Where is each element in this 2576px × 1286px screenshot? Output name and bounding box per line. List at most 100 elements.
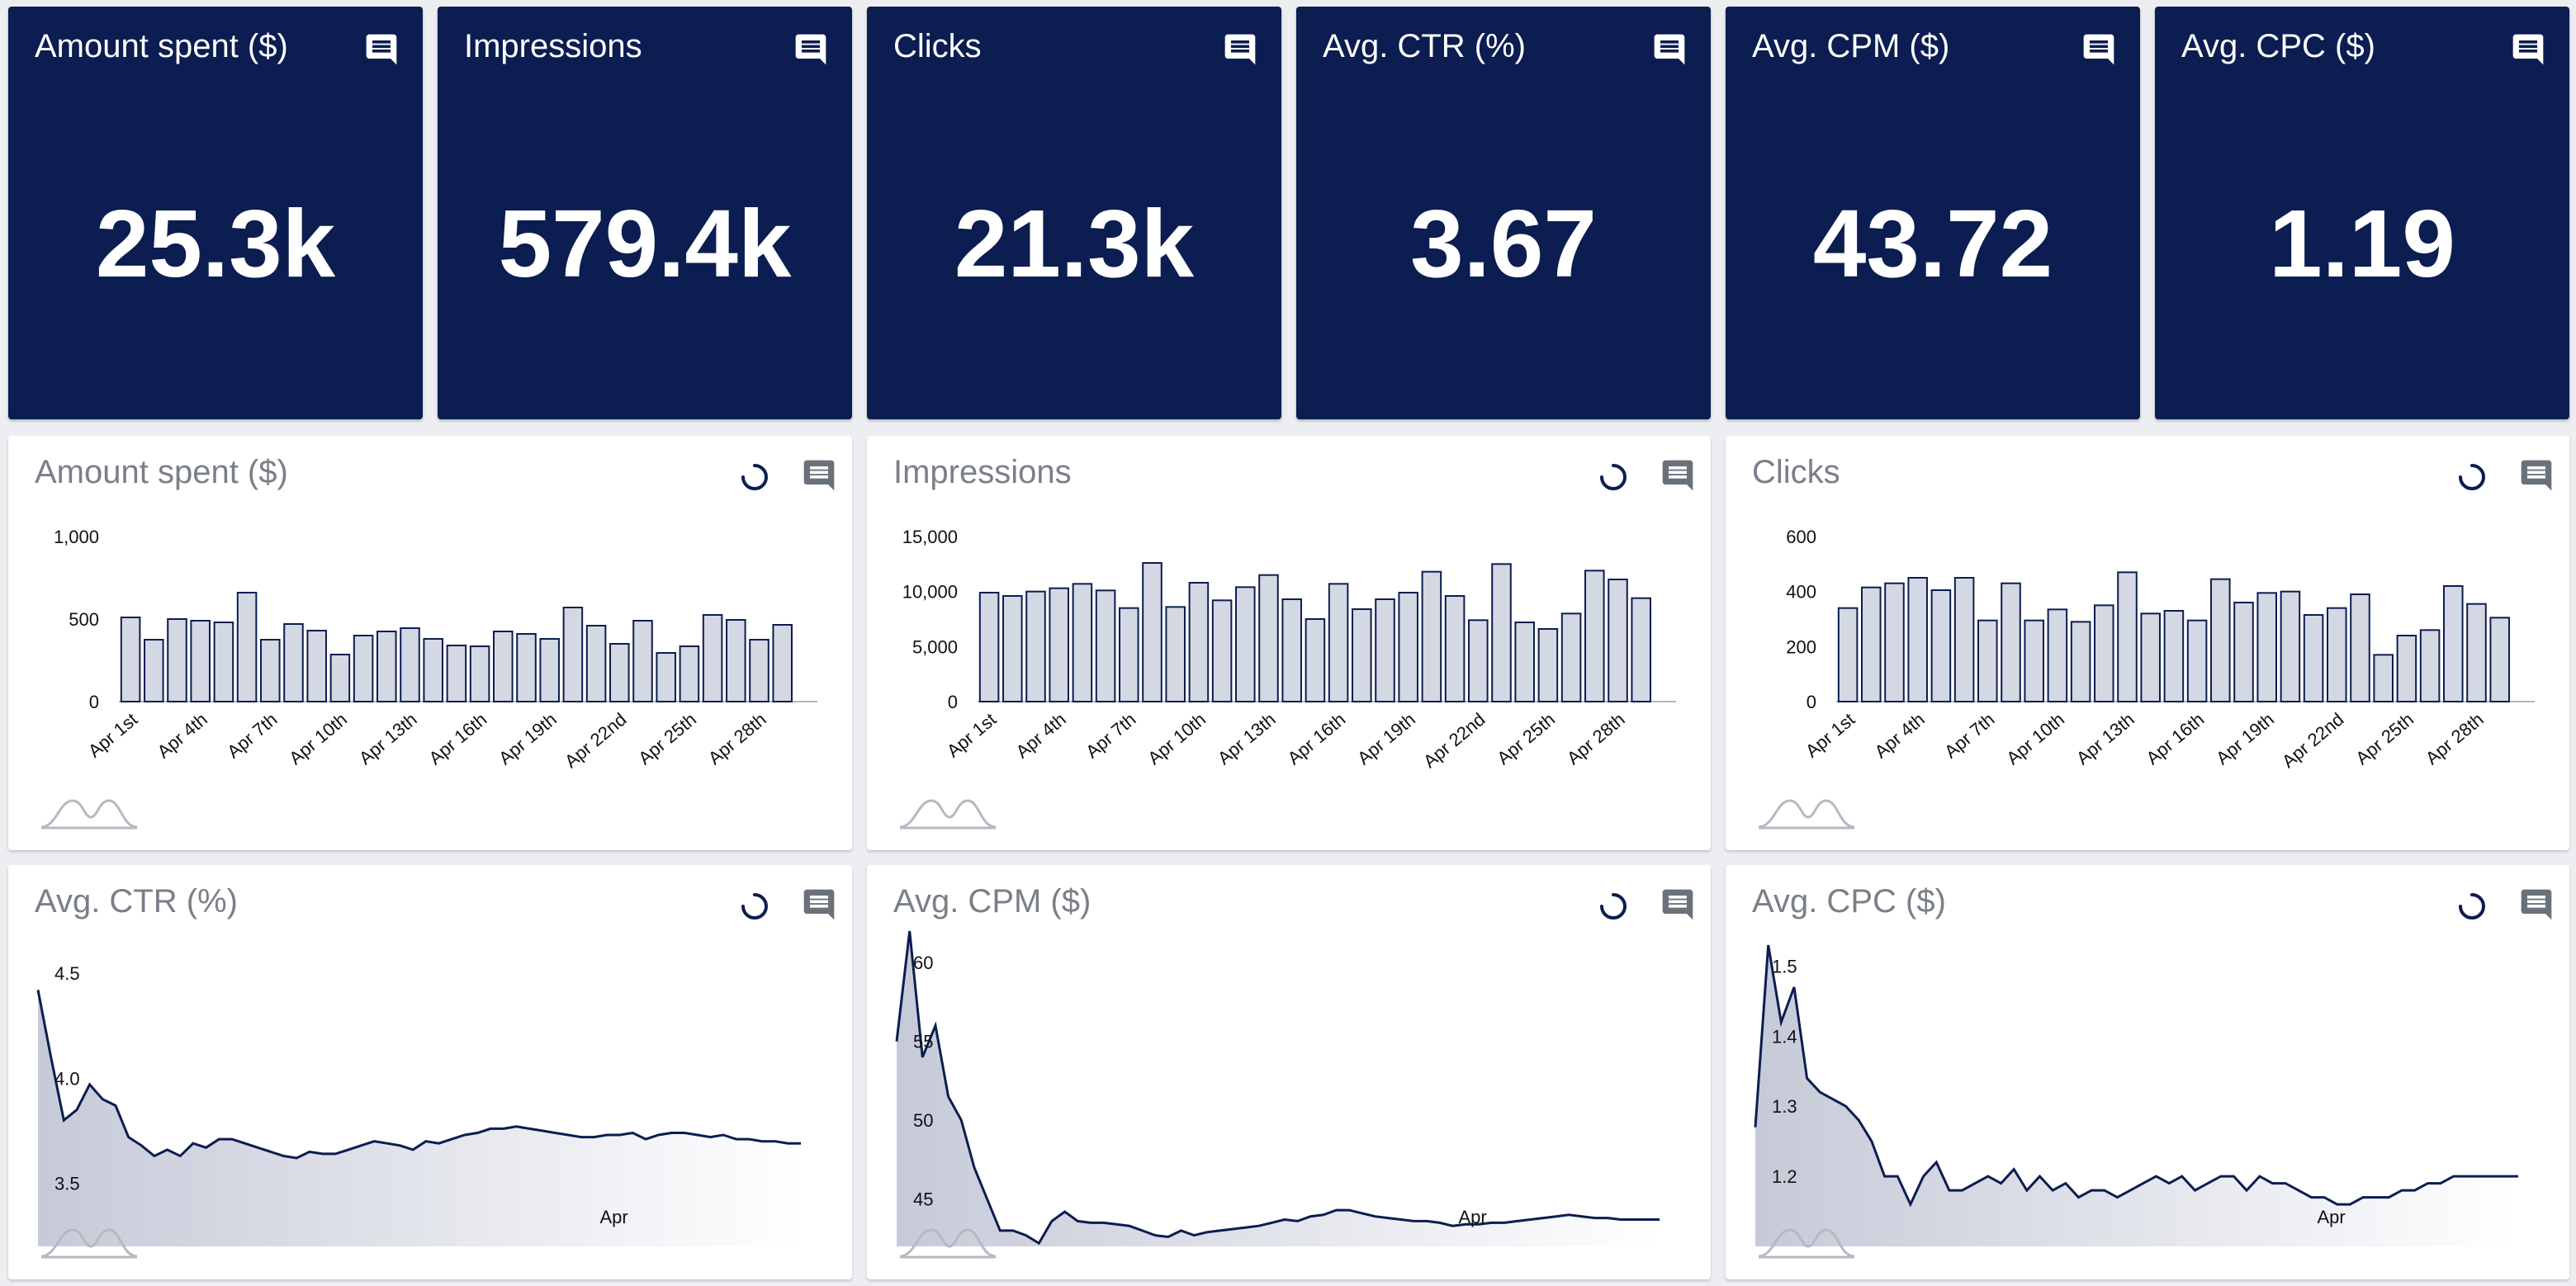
comment-icon[interactable] xyxy=(363,31,400,68)
comment-icon[interactable] xyxy=(1660,457,1696,494)
y-tick-label: 1.3 xyxy=(1772,1096,1797,1117)
kpi-tile-impressions: Impressions 579.4k xyxy=(438,7,852,419)
comment-icon[interactable] xyxy=(801,886,837,923)
bar xyxy=(562,607,584,702)
series-line xyxy=(895,930,1660,1246)
y-tick-label: 1.5 xyxy=(1772,956,1797,976)
bar xyxy=(1560,612,1582,702)
area-chart: 1.2 1.3 1.4 1.5 Apr xyxy=(1754,944,2518,1246)
bar xyxy=(469,645,490,702)
bar xyxy=(493,631,514,702)
bar xyxy=(2233,602,2254,702)
area-fill xyxy=(38,990,801,1246)
bar xyxy=(2047,608,2068,702)
y-tick-label: 600 xyxy=(1786,527,1816,547)
comment-icon[interactable] xyxy=(1660,886,1696,923)
bar xyxy=(516,633,537,702)
bar xyxy=(2466,603,2487,703)
loading-spinner-icon xyxy=(1600,893,1627,920)
comment-icon[interactable] xyxy=(1222,31,1258,68)
x-tick-label: Apr 7th xyxy=(223,709,281,763)
kpi-label: Impressions xyxy=(464,28,642,64)
kpi-value: 43.72 xyxy=(1812,190,2053,297)
bar xyxy=(2489,617,2510,702)
chart-title: Avg. CTR (%) xyxy=(35,883,238,920)
x-tick-label: Apr 25th xyxy=(2351,709,2417,769)
bar xyxy=(329,654,351,702)
bar xyxy=(1930,589,1952,702)
x-tick-label: Apr 13th xyxy=(1214,709,1280,769)
chart-type-icon xyxy=(40,1228,138,1259)
bar xyxy=(749,639,769,702)
bar xyxy=(260,639,281,702)
comment-icon[interactable] xyxy=(801,457,837,494)
bar xyxy=(1631,597,1651,703)
bar xyxy=(120,617,141,702)
y-tick-label: 50 xyxy=(913,1110,933,1131)
bar xyxy=(1258,574,1279,702)
kpi-value: 3.67 xyxy=(1410,190,1597,297)
bar xyxy=(306,630,327,702)
bar xyxy=(2094,604,2114,702)
comment-icon[interactable] xyxy=(2510,31,2546,68)
kpi-label: Avg. CPC ($) xyxy=(2181,28,2375,64)
comment-icon[interactable] xyxy=(1651,31,1688,68)
chart-title: Clicks xyxy=(1752,454,1840,490)
bar xyxy=(1188,582,1210,702)
chart-type-icon xyxy=(899,799,997,830)
x-tick-label: Apr 19th xyxy=(1353,709,1419,769)
bar xyxy=(1142,562,1163,702)
bar xyxy=(2256,592,2277,702)
comment-icon[interactable] xyxy=(2081,31,2117,68)
kpi-value: 21.3k xyxy=(954,190,1195,297)
y-tick-label: 45 xyxy=(913,1189,933,1210)
chart-card-clicks: Clicks 0 200 400 600 Apr 1st Apr 4th Apr 7th Ap… xyxy=(1726,436,2569,850)
y-tick-label: 0 xyxy=(948,692,958,712)
bar xyxy=(1119,607,1139,703)
x-tick-label: Apr 28th xyxy=(2422,709,2488,769)
chart-card-avg-cpm: Avg. CPM ($) 45 50 55 60 Apr xyxy=(867,865,1711,1279)
y-tick-label: 1.4 xyxy=(1772,1026,1797,1047)
bar xyxy=(1421,570,1442,702)
bar xyxy=(2373,654,2394,703)
bar xyxy=(609,643,630,702)
bar xyxy=(213,622,234,702)
x-tick-label: Apr 13th xyxy=(355,709,421,769)
y-tick-label: 4.0 xyxy=(54,1068,80,1089)
chart-card-impressions: Impressions 0 5,000 10,000 15,000 Apr 1st Apr… xyxy=(867,436,1711,850)
bar xyxy=(2117,571,2138,702)
bar xyxy=(585,625,607,702)
chart-card-amount-spent: Amount spent ($) 0 500 1,000 Apr 1st Apr 4th… xyxy=(8,436,852,850)
x-tick-label: Apr 22nd xyxy=(561,709,630,773)
x-tick-label: Apr 16th xyxy=(1284,709,1350,769)
x-tick-label: Apr 4th xyxy=(1871,709,1929,763)
kpi-value: 25.3k xyxy=(95,190,336,297)
bar xyxy=(2001,582,2021,702)
bar xyxy=(1514,622,1535,702)
bar xyxy=(1907,577,1928,702)
kpi-label: Avg. CPM ($) xyxy=(1752,28,1950,64)
x-tick-label: Apr 22nd xyxy=(1419,709,1489,773)
comment-icon[interactable] xyxy=(793,31,829,68)
kpi-tile-avg-cpm: Avg. CPM ($) 43.72 xyxy=(1726,7,2140,419)
bar xyxy=(772,624,793,702)
bar xyxy=(726,619,746,702)
comment-icon[interactable] xyxy=(2518,886,2555,923)
comment-icon[interactable] xyxy=(2518,457,2555,494)
kpi-label: Clicks xyxy=(893,28,982,64)
bar xyxy=(2186,619,2208,703)
kpi-tile-avg-ctr: Avg. CTR (%) 3.67 xyxy=(1296,7,1711,419)
y-tick-label: 55 xyxy=(913,1032,933,1052)
bar xyxy=(702,614,723,702)
x-tick-label: Apr 16th xyxy=(2143,709,2209,769)
kpi-value: 1.19 xyxy=(2269,190,2455,297)
area-chart: 3.5 4.0 4.5 Apr xyxy=(36,963,801,1246)
x-tick-label: Apr 13th xyxy=(2072,709,2138,769)
loading-spinner-icon xyxy=(1600,464,1627,490)
y-tick-label: 1.2 xyxy=(1772,1166,1797,1187)
bar xyxy=(1235,586,1256,702)
bar xyxy=(144,639,164,702)
bar xyxy=(167,618,187,702)
